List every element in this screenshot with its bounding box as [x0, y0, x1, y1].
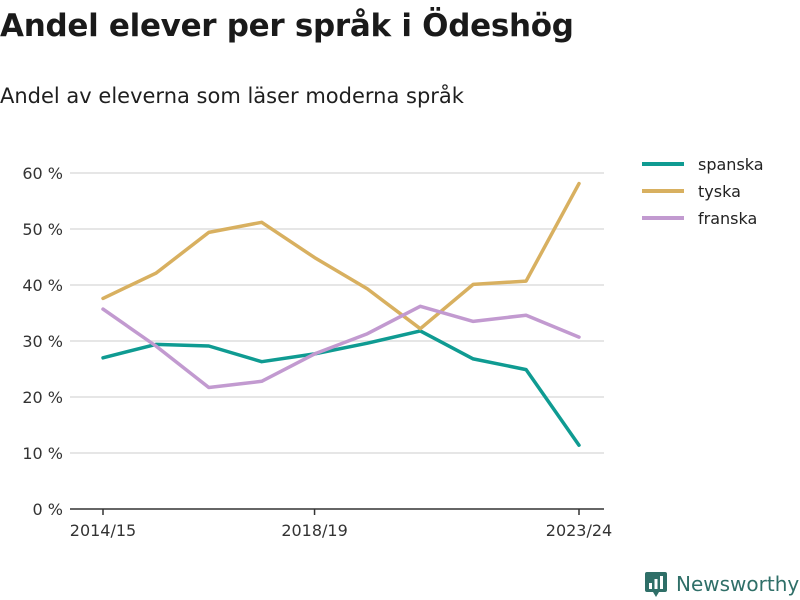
brand-name: Newsworthy	[676, 572, 800, 596]
legend-label-tyska: tyska	[698, 182, 741, 201]
y-tick-label: 40 %	[22, 276, 63, 295]
legend-label-franska: franska	[698, 209, 757, 228]
y-tick-label: 60 %	[22, 164, 63, 183]
x-tick-label: 2014/15	[70, 521, 136, 540]
y-tick-label: 50 %	[22, 220, 63, 239]
series-line-franska	[101, 304, 581, 390]
series-line-tyska	[101, 181, 581, 331]
y-tick-label: 30 %	[22, 332, 63, 351]
chart-title: Andel elever per språk i Ödeshög	[0, 8, 574, 44]
y-tick-label: 20 %	[22, 388, 63, 407]
y-tick-label: 0 %	[33, 500, 63, 519]
legend-label-spanska: spanska	[698, 155, 764, 174]
x-tick-label: 2023/24	[546, 521, 612, 540]
y-tick-label: 10 %	[22, 444, 63, 463]
x-tick-label: 2018/19	[281, 521, 347, 540]
brand-logo: Newsworthy	[644, 570, 799, 598]
series-line-spanska	[101, 329, 581, 447]
chart-subtitle: Andel av eleverna som läser moderna språ…	[0, 84, 464, 108]
newsworthy-logo-icon	[645, 572, 667, 597]
